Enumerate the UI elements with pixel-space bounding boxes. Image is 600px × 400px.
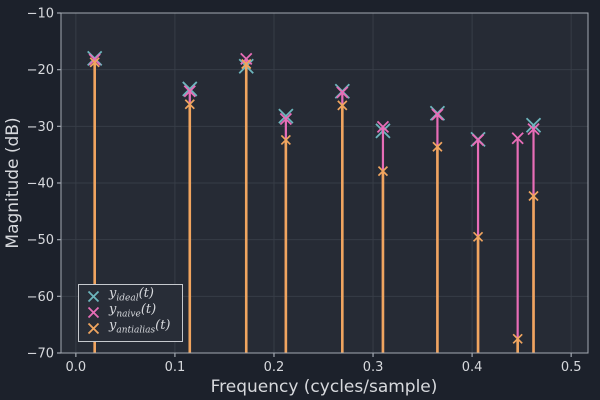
marker-x-naive — [431, 108, 444, 121]
marker-x-antialias — [184, 99, 195, 110]
series-layer — [87, 50, 542, 353]
legend-label-naive: ynaive(t) — [109, 302, 157, 320]
x-tick-label: 0.2 — [264, 360, 285, 375]
legend-label-ideal: yideal(t) — [109, 286, 154, 304]
marker-x-ideal — [278, 108, 294, 124]
marker-x-naive — [183, 85, 196, 98]
legend-item-antialias: yantialias(t) — [86, 318, 171, 336]
axis-ticks — [57, 12, 572, 357]
marker-x-naive — [240, 52, 253, 66]
y-tick-label: −20 — [27, 63, 54, 78]
legend: yideal(t) ynaive(t) yantialias(t) — [78, 284, 183, 342]
marker-x-antialias — [377, 165, 389, 177]
y-tick-label: −60 — [27, 290, 54, 305]
legend-label-antialias: yantialias(t) — [109, 318, 171, 336]
marker-x-antialias — [89, 57, 100, 68]
marker-x-antialias — [512, 333, 523, 344]
legend-marker-x-icon — [87, 306, 100, 319]
marker-x-naive — [336, 86, 349, 99]
x-tick-label: 0.5 — [561, 360, 582, 375]
marker-x-ideal — [182, 81, 198, 97]
y-axis-label: Magnitude (dB) — [3, 117, 23, 248]
x-tick-label: 0.1 — [165, 360, 186, 375]
marker-x-antialias — [472, 231, 484, 242]
tick-labels: 0.0 0.1 0.2 0.3 0.4 0.5 −10 −20 −30 −40 −50 −60 −70 — [27, 7, 582, 376]
marker-x-naive — [527, 123, 540, 136]
marker-x-naive — [511, 132, 524, 145]
y-tick-label: −40 — [27, 177, 54, 192]
y-tick-label: −10 — [27, 7, 54, 22]
marker-x-antialias — [337, 100, 348, 111]
legend-marker-x-icon — [87, 290, 100, 303]
y-tick-label: −50 — [27, 233, 54, 248]
x-tick-label: 0.3 — [363, 360, 384, 375]
marker-x-naive — [279, 112, 293, 126]
y-tick-label: −70 — [27, 347, 54, 362]
marker-x-naive — [376, 120, 390, 134]
legend-item-naive: ynaive(t) — [86, 302, 171, 320]
marker-x-antialias — [241, 58, 252, 70]
marker-x-naive — [88, 53, 101, 66]
marker-x-antialias — [280, 134, 291, 146]
x-axis-label: Frequency (cycles/sample) — [211, 377, 438, 397]
marker-x-naive — [471, 133, 485, 147]
marker-x-antialias — [432, 141, 443, 152]
marker-x-antialias — [528, 190, 539, 202]
x-tick-label: 0.0 — [66, 360, 87, 375]
x-tick-label: 0.4 — [462, 360, 483, 375]
y-tick-label: −30 — [27, 120, 54, 135]
marker-x-ideal — [525, 117, 542, 133]
gridlines — [61, 12, 588, 354]
legend-item-ideal: yideal(t) — [86, 286, 171, 304]
legend-marker-x-icon — [87, 322, 100, 335]
